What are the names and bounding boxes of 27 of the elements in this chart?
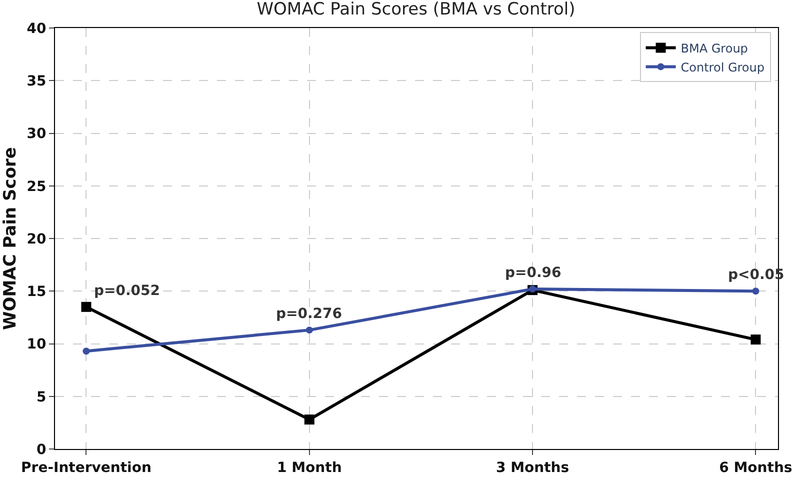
y-tick-label: 0 — [36, 442, 46, 458]
y-tick-label: 25 — [26, 178, 46, 195]
point — [304, 414, 314, 425]
y-tick-label: 20 — [26, 231, 46, 248]
x-tick-label: 3 Months — [496, 460, 570, 476]
legend-label: Control Group — [680, 60, 765, 74]
point — [81, 302, 92, 312]
x-tick-label: 1 Month — [276, 460, 342, 476]
point — [752, 288, 760, 295]
chart-title: WOMAC Pain Scores (BMA vs Control) — [256, 0, 576, 20]
y-axis-title: WOMAC Pain Score — [0, 147, 20, 330]
annotation: p=0.276 — [276, 306, 342, 322]
y-tick-label: 40 — [26, 20, 46, 37]
legend-label: BMA Group — [680, 41, 748, 56]
x-tick-label: Pre-Intervention — [21, 460, 152, 476]
x-tick-label: 6 Months — [719, 460, 792, 476]
annotation: p=0.052 — [94, 283, 160, 299]
annotation: p=0.96 — [505, 265, 562, 281]
point — [529, 286, 536, 293]
point — [306, 326, 313, 334]
y-tick-label: 35 — [26, 74, 46, 90]
y-tick-label: 30 — [26, 126, 46, 142]
y-tick-label: 15 — [26, 284, 46, 300]
y-tick-label: 10 — [26, 336, 46, 353]
point — [82, 348, 90, 355]
point — [750, 334, 761, 345]
y-tick-label: 5 — [36, 389, 46, 406]
